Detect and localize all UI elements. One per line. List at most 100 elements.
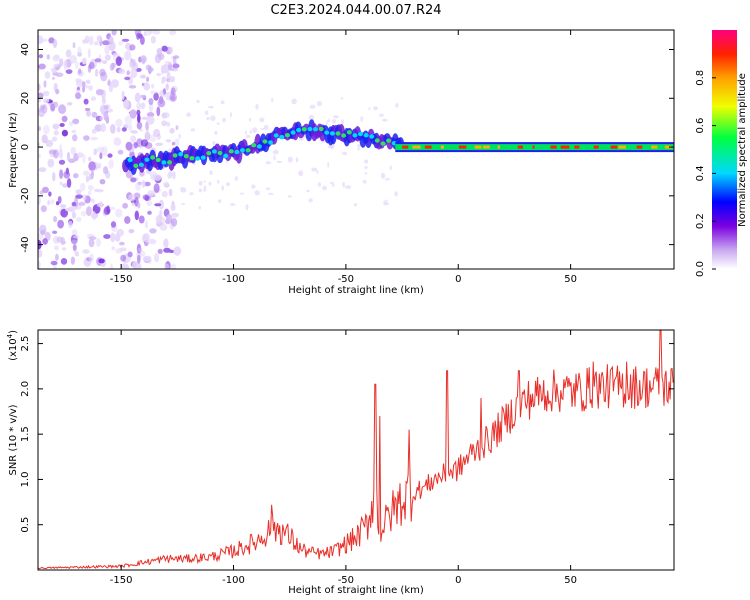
noise-blob: [295, 157, 299, 163]
ridge-band-peak: [610, 145, 618, 149]
noise-blob: [102, 40, 110, 46]
noise-blob: [90, 198, 95, 204]
ridge-core: [200, 155, 206, 160]
noise-blob: [151, 83, 155, 89]
noise-blob: [42, 238, 48, 245]
noise-blob: [216, 122, 220, 125]
snr-y-scale-exponent: 4: [6, 333, 14, 338]
noise-blob: [123, 99, 129, 109]
noise-blob: [244, 130, 248, 135]
noise-blob: [122, 266, 130, 269]
noise-blob: [59, 169, 64, 180]
noise-blob: [94, 188, 100, 193]
noise-blob: [357, 146, 360, 151]
noise-blob: [149, 134, 157, 142]
noise-blob: [111, 79, 119, 88]
noise-blob: [159, 223, 168, 231]
noise-blob: [108, 84, 113, 93]
noise-blob: [138, 247, 143, 252]
noise-blob: [82, 81, 86, 88]
noise-blob: [68, 121, 74, 127]
noise-blob: [65, 49, 72, 58]
noise-blob: [134, 210, 139, 221]
noise-blob: [38, 63, 46, 70]
ridge-core: [167, 160, 172, 165]
noise-blob: [362, 180, 367, 184]
noise-blob: [108, 159, 114, 169]
noise-blob: [327, 162, 330, 168]
noise-blob: [71, 211, 77, 219]
noise-blob: [68, 220, 73, 228]
noise-blob: [268, 192, 274, 195]
noise-blob: [245, 134, 251, 139]
noise-blob: [356, 144, 362, 147]
ridge-core: [301, 127, 307, 132]
noise-blob: [206, 117, 210, 120]
noise-blob: [342, 181, 346, 188]
noise-blob: [143, 232, 150, 243]
snr-y-scale-prefix: (x10: [8, 338, 19, 361]
colorbar-tick-label: 0.8: [695, 70, 706, 86]
noise-blob: [148, 30, 155, 35]
noise-blob: [63, 59, 68, 70]
colorbar-ticks: 0.0 0.2 0.4 0.6 0.8: [695, 70, 716, 277]
noise-blob: [57, 219, 64, 229]
noise-blob: [115, 56, 122, 67]
noise-blob: [333, 115, 339, 119]
noise-blob: [143, 82, 150, 91]
noise-blob: [155, 215, 163, 225]
noise-blob: [173, 55, 180, 59]
noise-blob: [43, 80, 47, 88]
noise-blob: [342, 151, 348, 156]
noise-blob: [174, 138, 180, 146]
noise-blob: [162, 64, 170, 74]
noise-blob: [207, 105, 214, 109]
ridge-core: [240, 148, 245, 153]
snr-y-label: SNR (10 * v/v): [8, 404, 19, 475]
noise-blob: [87, 190, 92, 196]
noise-blob: [116, 126, 121, 133]
noise-blob: [94, 41, 99, 46]
ridge-core: [245, 148, 251, 153]
noise-blob: [203, 180, 206, 183]
noise-blob: [161, 190, 168, 198]
ridge-core: [268, 140, 274, 145]
noise-blob: [52, 39, 58, 48]
noise-blob: [124, 50, 132, 61]
noise-blob: [99, 68, 106, 77]
noise-blob: [165, 139, 172, 143]
spectrogram-x-label: Height of straight line (km): [288, 285, 424, 296]
noise-blob: [306, 189, 310, 193]
noise-blob: [107, 153, 113, 158]
frequency-ridge: [122, 119, 674, 175]
noise-blob: [88, 236, 97, 241]
ridge-core: [352, 133, 358, 138]
noise-blob: [116, 229, 124, 237]
noise-blob: [160, 92, 164, 96]
noise-blob: [129, 44, 136, 51]
noise-blob: [38, 249, 43, 258]
noise-blob: [91, 128, 97, 134]
noise-blob: [178, 133, 181, 139]
noise-blob: [68, 158, 76, 163]
snr-frame: [37, 329, 675, 571]
noise-blob: [42, 186, 49, 194]
noise-blob: [379, 113, 384, 117]
noise-blob: [198, 180, 203, 186]
noise-blob: [70, 239, 78, 245]
x-tick-label: -100: [222, 274, 245, 285]
noise-blob: [161, 45, 168, 52]
noise-blob: [341, 119, 345, 125]
ridge-core: [335, 131, 341, 136]
noise-blob: [72, 235, 80, 239]
noise-blob: [181, 202, 186, 205]
noise-blob: [271, 97, 274, 103]
noise-blob: [131, 202, 135, 207]
noise-blob: [384, 202, 389, 206]
noise-blob: [88, 238, 95, 248]
noise-blob: [169, 46, 174, 54]
ridge-core: [234, 149, 240, 155]
noise-blob: [55, 253, 59, 261]
noise-blob: [142, 255, 151, 262]
noise-blob: [76, 86, 80, 91]
